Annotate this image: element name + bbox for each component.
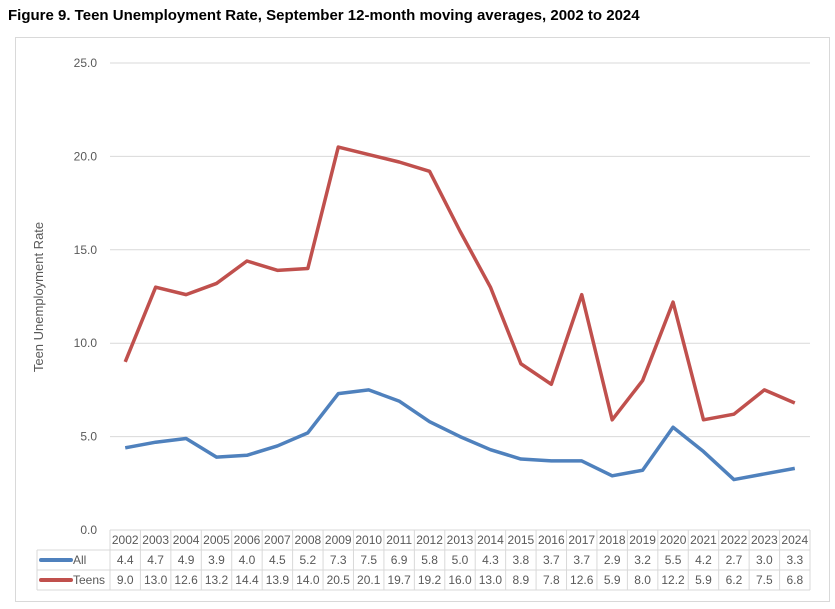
data-label: 2.9: [604, 553, 621, 567]
series-line-teens: [123, 145, 796, 422]
chart-frame: [15, 37, 830, 602]
data-label: 3.7: [543, 553, 560, 567]
x-tick-label: 2009: [325, 533, 352, 547]
data-label: 19.7: [387, 573, 411, 587]
data-label: 14.4: [235, 573, 259, 587]
data-label: 7.5: [756, 573, 773, 587]
data-label: 7.5: [360, 553, 377, 567]
data-label: 3.3: [786, 553, 803, 567]
data-label: 5.5: [665, 553, 682, 567]
data-label: 16.0: [448, 573, 472, 587]
y-tick-label: 20.0: [74, 149, 98, 163]
data-label: 20.5: [327, 573, 351, 587]
data-label: 19.2: [418, 573, 442, 587]
x-tick-label: 2023: [751, 533, 778, 547]
x-tick-label: 2007: [264, 533, 291, 547]
data-label: 14.0: [296, 573, 320, 587]
series-line-all: [124, 388, 796, 482]
x-tick-label: 2008: [294, 533, 321, 547]
x-tick-label: 2006: [234, 533, 261, 547]
data-label: 8.9: [513, 573, 530, 587]
data-label: 2.7: [726, 553, 743, 567]
data-label: 3.0: [756, 553, 773, 567]
x-tick-label: 2003: [142, 533, 169, 547]
data-label: 4.0: [239, 553, 256, 567]
x-tick-label: 2004: [173, 533, 200, 547]
chart-title: Figure 9. Teen Unemployment Rate, Septem…: [8, 7, 640, 24]
data-label: 4.4: [117, 553, 134, 567]
x-tick-label: 2024: [781, 533, 808, 547]
data-label: 5.9: [604, 573, 621, 587]
data-label: 20.1: [357, 573, 381, 587]
x-tick-label: 2002: [112, 533, 139, 547]
data-label: 13.9: [266, 573, 290, 587]
y-tick-label: 25.0: [74, 56, 98, 70]
x-tick-label: 2005: [203, 533, 230, 547]
data-label: 7.8: [543, 573, 560, 587]
data-label: 5.9: [695, 573, 712, 587]
data-label: 6.2: [726, 573, 743, 587]
legend-label: All: [73, 553, 86, 567]
data-label: 13.0: [144, 573, 168, 587]
data-label: 3.9: [208, 553, 225, 567]
legend-label: Teens: [73, 573, 105, 587]
data-label: 4.5: [269, 553, 286, 567]
x-tick-label: 2022: [721, 533, 748, 547]
x-tick-label: 2010: [355, 533, 382, 547]
data-label: 8.0: [634, 573, 651, 587]
y-tick-label: 15.0: [74, 243, 98, 257]
data-label: 5.0: [452, 553, 469, 567]
data-label: 3.8: [513, 553, 530, 567]
data-label: 7.3: [330, 553, 347, 567]
x-tick-label: 2011: [386, 533, 412, 547]
y-axis-label: Teen Unemployment Rate: [31, 222, 46, 372]
x-tick-label: 2021: [690, 533, 717, 547]
data-label: 5.2: [299, 553, 316, 567]
x-tick-label: 2018: [599, 533, 626, 547]
data-label: 12.6: [174, 573, 198, 587]
x-tick-label: 2017: [568, 533, 595, 547]
x-tick-label: 2016: [538, 533, 565, 547]
data-label: 3.7: [573, 553, 590, 567]
x-tick-label: 2019: [629, 533, 656, 547]
data-label: 4.2: [695, 553, 712, 567]
data-label: 5.8: [421, 553, 438, 567]
x-tick-label: 2012: [416, 533, 443, 547]
x-tick-label: 2020: [660, 533, 687, 547]
data-label: 12.2: [661, 573, 685, 587]
x-tick-label: 2014: [477, 533, 504, 547]
data-label: 12.6: [570, 573, 594, 587]
data-label: 6.9: [391, 553, 408, 567]
data-label: 4.9: [178, 553, 195, 567]
x-tick-label: 2013: [447, 533, 474, 547]
y-tick-label: 5.0: [80, 430, 97, 444]
x-tick-label: 2015: [508, 533, 535, 547]
data-label: 3.2: [634, 553, 651, 567]
data-label: 13.2: [205, 573, 229, 587]
data-label: 13.0: [479, 573, 503, 587]
data-label: 4.3: [482, 553, 499, 567]
data-label: 4.7: [147, 553, 164, 567]
data-label: 6.8: [786, 573, 803, 587]
y-tick-label: 0.0: [80, 523, 97, 537]
data-label: 9.0: [117, 573, 134, 587]
y-tick-label: 10.0: [74, 336, 98, 350]
